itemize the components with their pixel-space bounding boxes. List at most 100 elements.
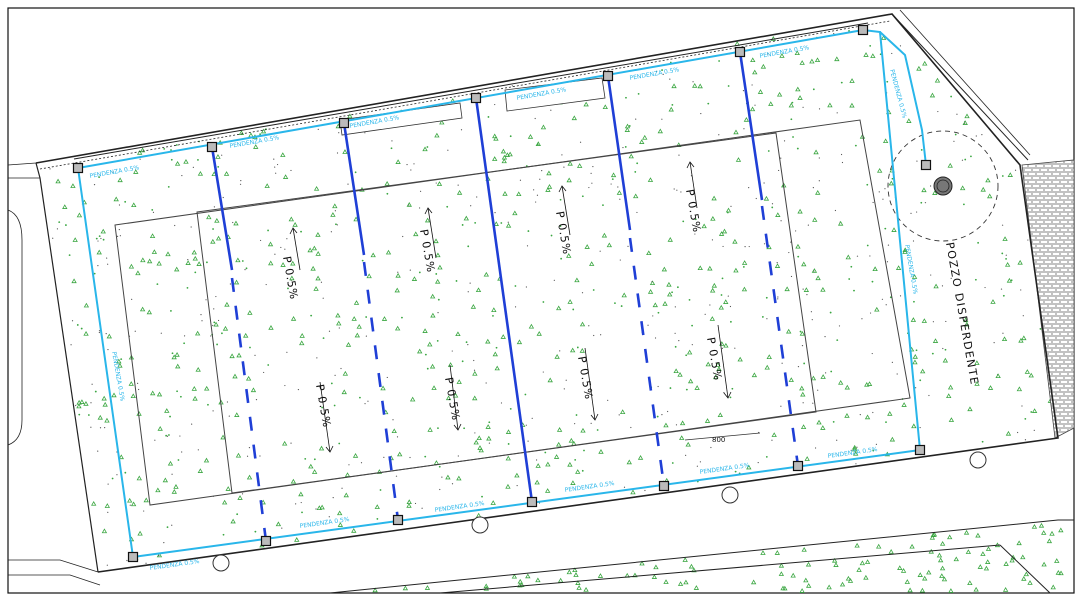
grass-mark — [332, 203, 338, 209]
grass-mark — [805, 561, 812, 567]
grass-dot — [206, 261, 208, 264]
grass-dot — [974, 278, 977, 281]
grass-dot — [438, 465, 441, 468]
grass-mark — [721, 228, 728, 234]
grass-dot — [97, 265, 99, 267]
grass-dot — [386, 192, 389, 195]
grass-mark — [215, 154, 221, 159]
grass-mark — [583, 101, 589, 107]
grass-dot — [1030, 411, 1033, 413]
grass-dot — [212, 324, 214, 327]
grass-mark — [101, 395, 107, 401]
grass-dot — [644, 489, 646, 492]
grass-mark — [1050, 584, 1056, 590]
grass-dot — [287, 287, 289, 290]
grass-dot — [678, 154, 680, 156]
grass-dot — [367, 400, 369, 402]
inspection-pit — [792, 460, 804, 472]
grass-dot — [572, 308, 575, 311]
grass-mark — [849, 78, 855, 83]
grass-mark — [987, 193, 993, 199]
grass-dot — [881, 298, 884, 300]
grass-mark — [429, 363, 436, 369]
grass-mark — [456, 379, 462, 384]
grass-mark — [716, 366, 722, 372]
grass-dot — [599, 250, 601, 252]
grass-mark — [880, 35, 887, 40]
grass-dot — [592, 289, 595, 291]
grass-dot — [944, 348, 947, 351]
grass-dot — [797, 366, 800, 368]
grass-mark — [422, 146, 428, 152]
grass-mark — [136, 475, 142, 481]
grass-dot — [365, 335, 367, 337]
grass-mark — [406, 502, 412, 508]
grass-mark — [353, 300, 360, 305]
grass-dot — [559, 350, 561, 352]
grass-mark — [424, 217, 431, 223]
grass-dot — [118, 204, 121, 206]
grass-mark — [429, 293, 436, 299]
grass-mark — [83, 302, 90, 308]
grass-mark — [397, 451, 403, 457]
grass-dot — [222, 533, 225, 536]
grass-mark — [204, 385, 210, 391]
grass-dot — [295, 503, 297, 505]
grass-dot — [284, 384, 286, 387]
grass-mark — [280, 262, 286, 267]
grass-dot — [171, 524, 173, 526]
grass-dot — [300, 501, 302, 504]
grass-dot — [913, 300, 915, 303]
grass-mark — [126, 497, 133, 503]
grass-mark — [839, 581, 846, 587]
grass-mark — [651, 574, 658, 579]
grass-dot — [473, 359, 475, 362]
grass-dot — [107, 263, 109, 265]
grass-dot — [179, 435, 181, 437]
grass-mark — [649, 280, 656, 286]
grass-dot — [896, 373, 898, 375]
grass-dot — [721, 347, 724, 350]
grass-dot — [152, 211, 155, 213]
grass-mark — [235, 452, 242, 458]
grass-mark — [546, 170, 552, 176]
grass-dot — [255, 398, 258, 401]
grass-dot — [678, 340, 680, 342]
grass-mark — [268, 325, 274, 330]
grass-dot — [1020, 289, 1022, 291]
grass-dot — [544, 451, 547, 454]
grass-mark — [974, 360, 980, 365]
grass-mark — [335, 312, 341, 318]
grass-mark — [553, 454, 560, 459]
grass-mark — [492, 351, 498, 357]
grass-mark — [1017, 259, 1023, 265]
grass-dot — [671, 291, 673, 294]
grass-mark — [897, 565, 903, 570]
grass-dot — [181, 174, 183, 177]
grass-dot — [446, 205, 449, 208]
grass-mark — [588, 261, 595, 266]
grass-mark — [851, 446, 858, 452]
grass-dot — [882, 198, 884, 200]
grass-dot — [120, 358, 123, 361]
grass-mark — [511, 573, 518, 579]
grass-mark — [797, 208, 803, 214]
grass-dot — [424, 455, 427, 458]
perimeter-drain — [73, 22, 927, 559]
grass-mark — [685, 441, 691, 447]
grass-dot — [871, 352, 873, 355]
grass-dot — [139, 158, 141, 160]
grass-dot — [494, 103, 496, 106]
grass-mark — [1002, 236, 1008, 241]
grass-mark — [235, 257, 241, 263]
grass-mark — [130, 501, 137, 507]
grass-mark — [746, 464, 752, 470]
grass-mark — [711, 282, 718, 288]
grass-mark — [568, 437, 575, 443]
inspection-pit — [914, 444, 926, 456]
grass-mark — [800, 424, 807, 429]
grass-mark — [394, 287, 400, 293]
grass-dot — [627, 245, 629, 247]
grass-dot — [338, 132, 340, 134]
grass-mark — [820, 374, 826, 379]
